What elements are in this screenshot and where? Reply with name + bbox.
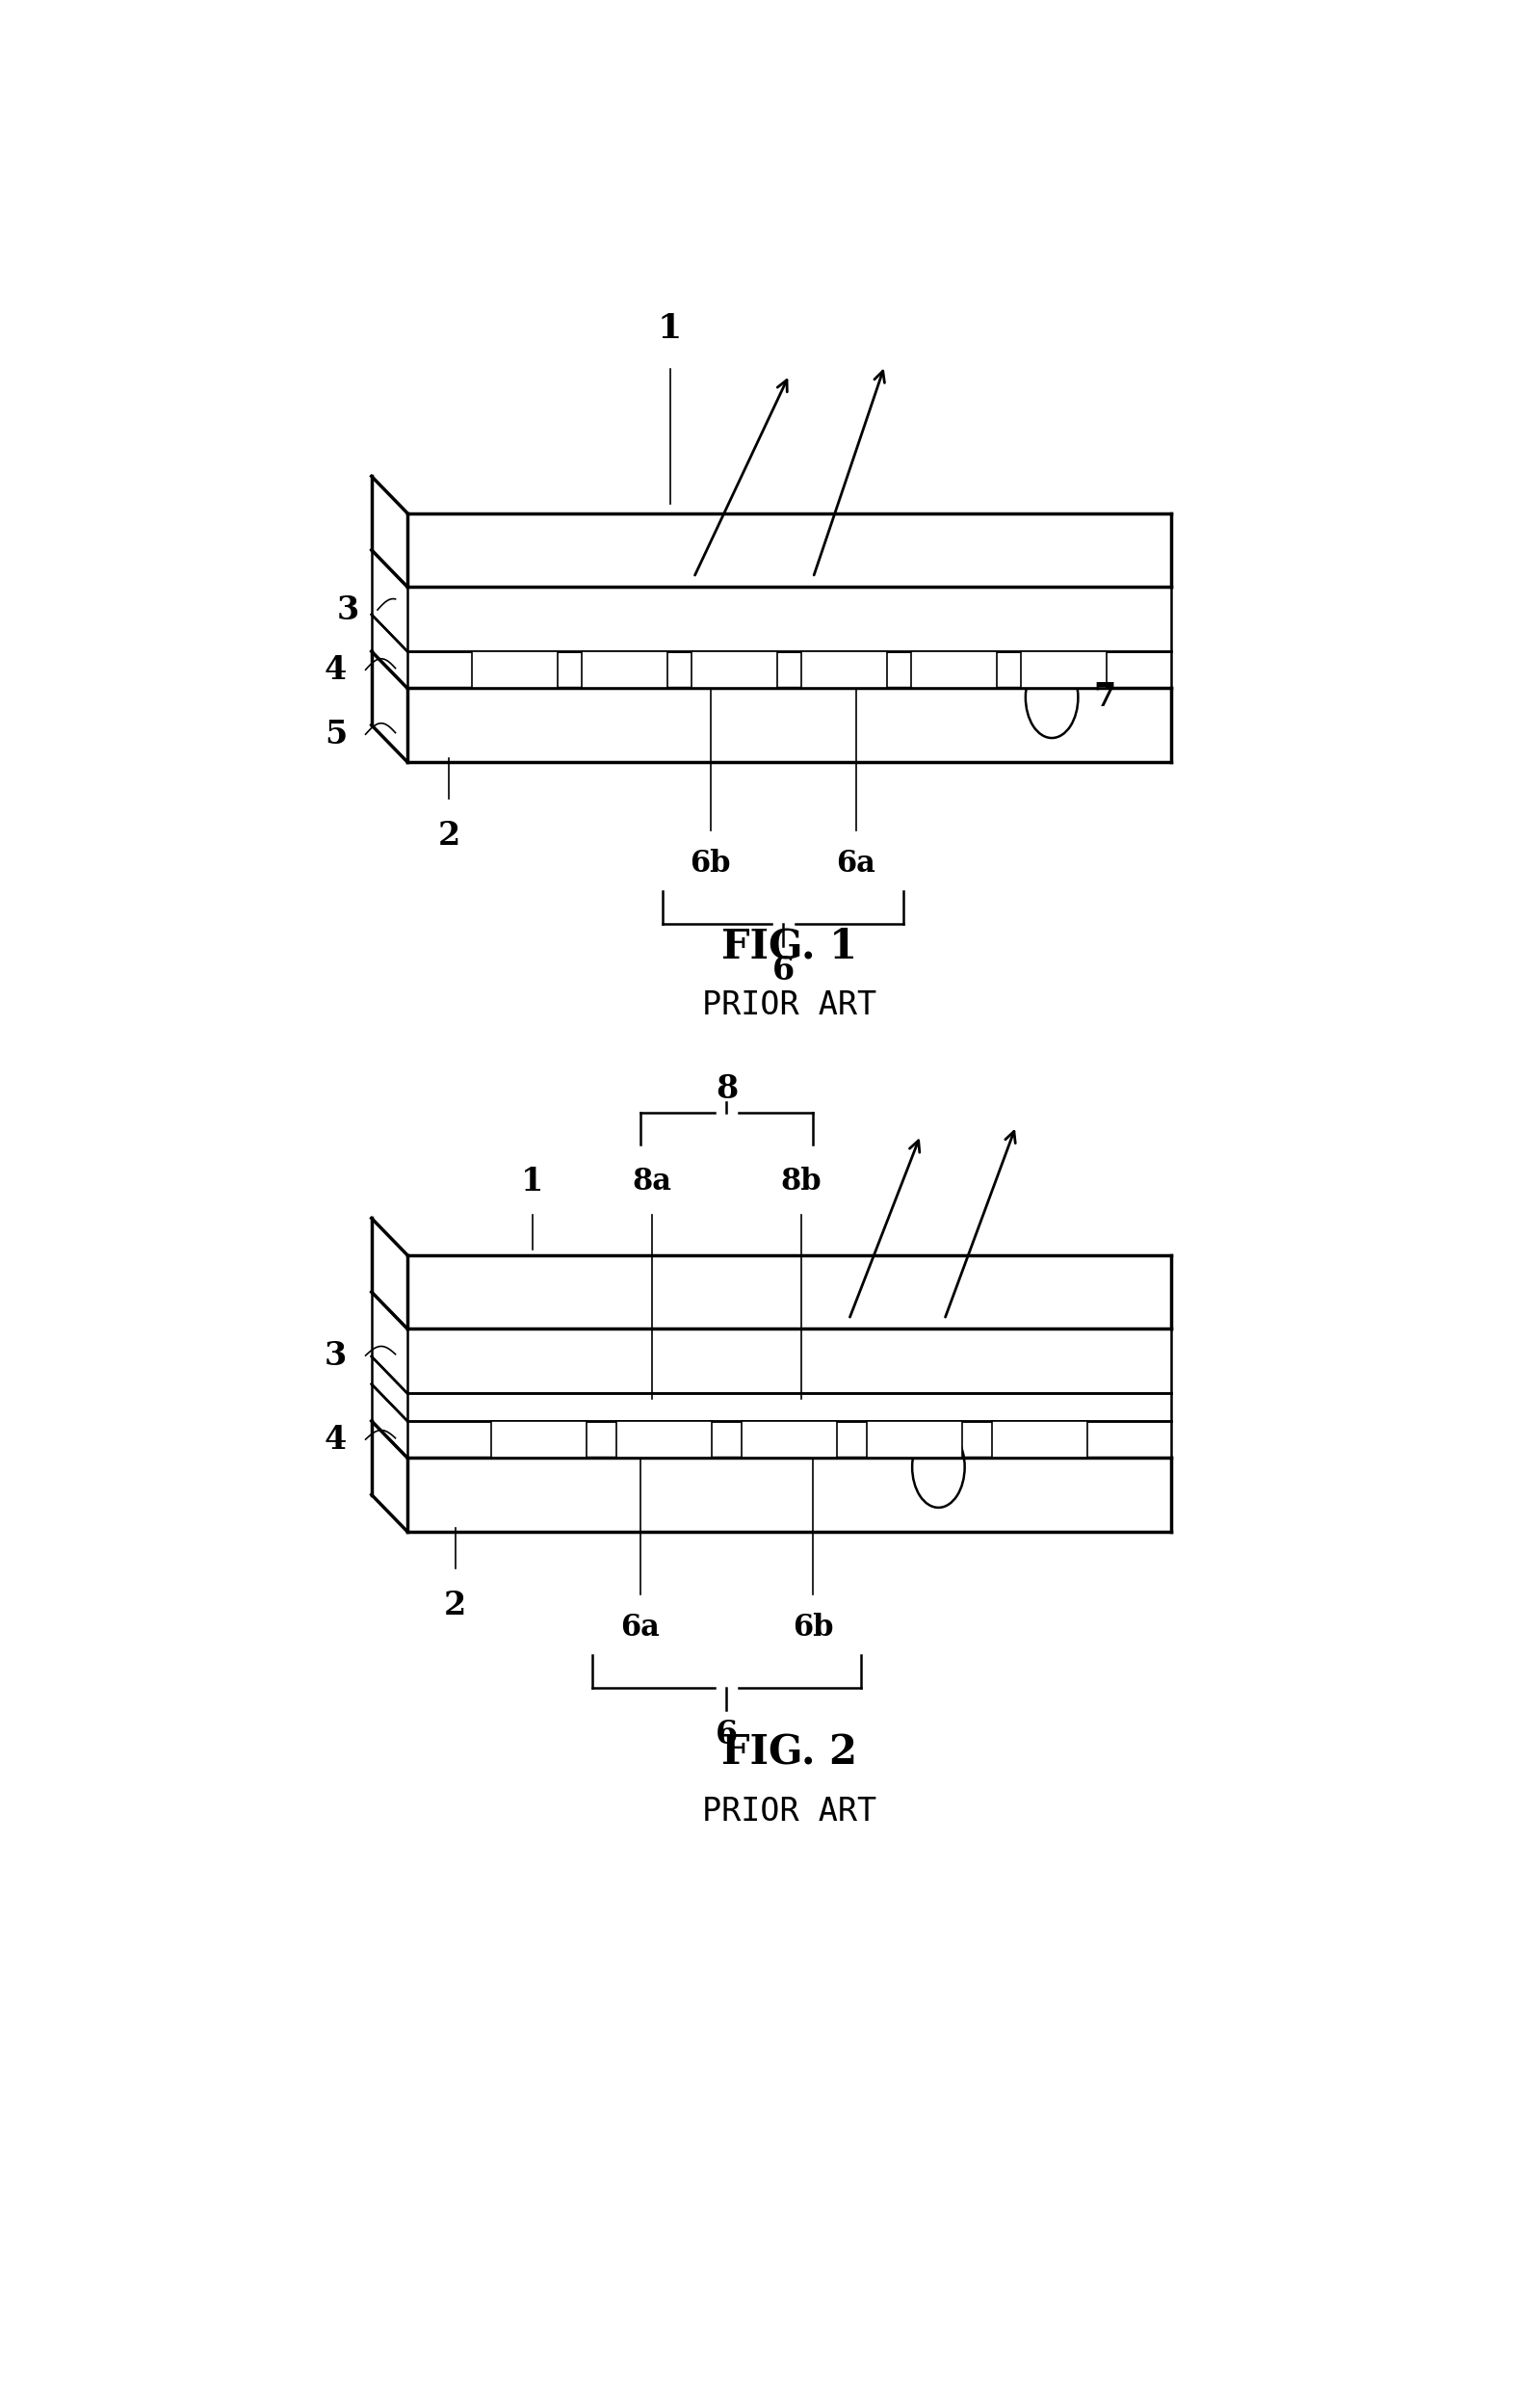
Text: 6a: 6a	[621, 1614, 659, 1642]
Text: 8a: 8a	[633, 1166, 671, 1197]
Text: 8b: 8b	[781, 1166, 822, 1197]
Text: PRIOR ART: PRIOR ART	[702, 989, 876, 1022]
Text: 6b: 6b	[690, 847, 732, 879]
Text: 6b: 6b	[793, 1614, 833, 1642]
Bar	[992, 1422, 1087, 1458]
Text: 4: 4	[325, 654, 347, 685]
Text: 5: 5	[325, 718, 347, 749]
Text: 2: 2	[437, 819, 460, 852]
Text: FIG. 2: FIG. 2	[721, 1733, 858, 1774]
Text: 7: 7	[1093, 682, 1116, 713]
Text: 4: 4	[325, 1424, 347, 1456]
Bar	[867, 1422, 962, 1458]
Text: 6: 6	[716, 1719, 738, 1750]
Text: 6a: 6a	[836, 847, 876, 879]
Bar	[912, 651, 996, 687]
Text: FIG. 1: FIG. 1	[721, 926, 858, 967]
Text: 2: 2	[444, 1590, 467, 1621]
Text: 3: 3	[336, 594, 359, 625]
Bar	[582, 651, 667, 687]
Bar	[1021, 651, 1107, 687]
Text: 6: 6	[772, 955, 795, 986]
Text: 3: 3	[325, 1341, 347, 1372]
Bar	[491, 1422, 587, 1458]
Text: 8: 8	[716, 1073, 738, 1106]
Bar	[801, 651, 887, 687]
Text: 1: 1	[522, 1166, 544, 1197]
Bar	[616, 1422, 711, 1458]
Bar	[742, 1422, 838, 1458]
Bar	[471, 651, 557, 687]
Bar	[691, 651, 778, 687]
Text: PRIOR ART: PRIOR ART	[702, 1796, 876, 1827]
Text: 1: 1	[658, 311, 682, 345]
